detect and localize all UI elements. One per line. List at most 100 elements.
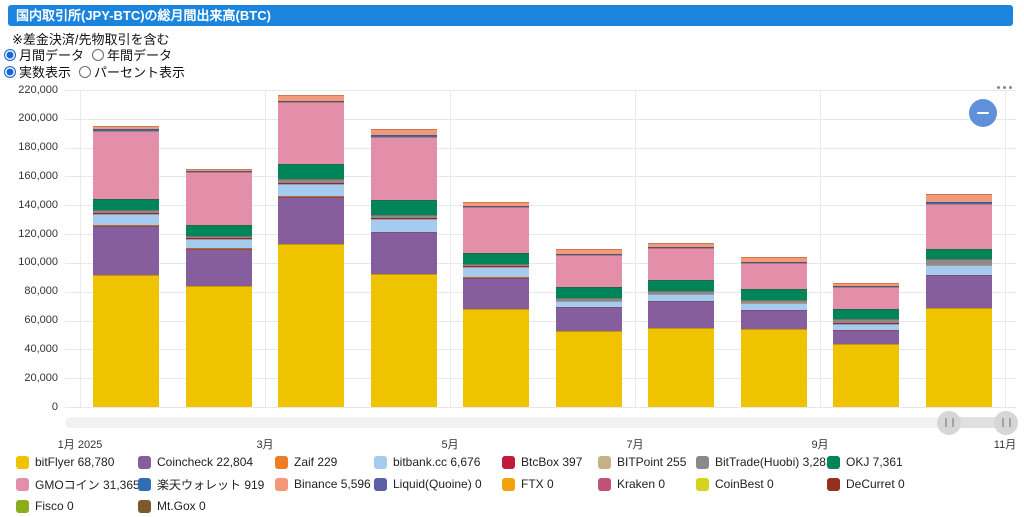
legend-item-BitTrade(Huobi)[interactable]: BitTrade(Huobi) 3,283 [696,451,827,473]
radio-yearly-data[interactable] [92,49,104,61]
bar-segment-gmo[interactable] [371,137,437,201]
bar-segment-bitbank[interactable] [186,239,252,248]
gridline [65,407,1016,408]
y-axis-tick-label: 120,000 [0,228,58,241]
radio-actual-values[interactable] [4,66,16,78]
more-options-button[interactable] [995,84,1014,91]
bar-segment-gmo[interactable] [463,207,529,253]
bar-segment-bitbank[interactable] [371,219,437,232]
bar-segment-bitflyer[interactable] [926,308,992,407]
bar-segment-gmo[interactable] [556,255,622,287]
bar-segment-coincheck[interactable] [741,310,807,329]
bar-segment-okj[interactable] [463,253,529,264]
legend-swatch [827,456,840,469]
radio-percent-values[interactable] [79,66,91,78]
bar-7月[interactable] [648,243,714,407]
radio-percent-values-label[interactable]: パーセント表示 [94,62,185,81]
bar-segment-okj[interactable] [186,225,252,236]
bar-segment-bitflyer[interactable] [278,244,344,407]
bar-segment-okj[interactable] [648,280,714,291]
bar-segment-coincheck[interactable] [556,307,622,331]
bar-segment-bitflyer[interactable] [371,274,437,407]
bar-2月[interactable] [186,169,252,407]
legend-item-BITPoint[interactable]: BITPoint 255 [598,451,696,473]
legend-item-BtcBox[interactable]: BtcBox 397 [502,451,598,473]
gridline [1005,90,1006,407]
bar-segment-bitbank[interactable] [93,214,159,225]
bar-segment-okj[interactable] [741,289,807,299]
legend-item-FTX[interactable]: FTX 0 [502,473,598,495]
bar-10月[interactable] [926,194,992,407]
range-end-handle[interactable] [994,411,1018,435]
zoom-out-button[interactable] [969,99,997,127]
range-start-handle[interactable] [937,411,961,435]
bar-segment-gmo[interactable] [186,172,252,225]
bar-segment-bitflyer[interactable] [93,275,159,407]
legend-item-楽天ウォレット[interactable]: 楽天ウォレット 919 [138,473,275,495]
bar-6月[interactable] [556,249,622,407]
legend-item-bitbank.cc[interactable]: bitbank.cc 6,676 [374,451,502,473]
legend-item-Binance[interactable]: Binance 5,596 [275,473,374,495]
legend-label: Liquid(Quoine) 0 [393,477,482,491]
bar-segment-gmo[interactable] [278,102,344,164]
bar-segment-coincheck[interactable] [278,197,344,244]
radio-monthly-data[interactable] [4,49,16,61]
bar-segment-bitbank[interactable] [926,265,992,275]
legend-item-Zaif[interactable]: Zaif 229 [275,451,374,473]
bar-segment-bitbank[interactable] [648,294,714,301]
bar-segment-bitflyer[interactable] [833,344,899,407]
bar-segment-bitflyer[interactable] [556,331,622,407]
bar-segment-coincheck[interactable] [648,301,714,328]
bar-segment-okj[interactable] [93,199,159,210]
bar-segment-coincheck[interactable] [463,278,529,310]
legend-item-Liquid(Quoine)[interactable]: Liquid(Quoine) 0 [374,473,502,495]
bar-segment-okj[interactable] [556,287,622,298]
radio-actual-values-label[interactable]: 実数表示 [19,62,71,81]
bar-segment-bitflyer[interactable] [741,329,807,407]
bar-8月[interactable] [741,257,807,407]
bar-segment-bitflyer[interactable] [463,309,529,407]
bar-3月[interactable] [278,95,344,407]
legend-item-CoinBest[interactable]: CoinBest 0 [696,473,827,495]
y-axis-tick-label: 60,000 [0,314,58,327]
bar-segment-coincheck[interactable] [926,275,992,308]
minus-icon [977,112,989,114]
y-axis-tick-label: 160,000 [0,170,58,183]
bar-segment-binance[interactable] [926,194,992,202]
bar-segment-gmo[interactable] [926,204,992,249]
time-range-slider-track[interactable] [65,417,1016,428]
bar-segment-coincheck[interactable] [371,232,437,274]
legend-label: DeCurret 0 [846,477,905,491]
bar-segment-gmo[interactable] [648,248,714,280]
bar-5月[interactable] [463,202,529,407]
bar-segment-gmo[interactable] [833,287,899,309]
legend-item-Coincheck[interactable]: Coincheck 22,804 [138,451,275,473]
bar-segment-bitflyer[interactable] [186,286,252,407]
bar-segment-coincheck[interactable] [93,226,159,276]
bar-segment-coincheck[interactable] [833,330,899,344]
legend-item-bitFlyer[interactable]: bitFlyer 68,780 [16,451,138,473]
bar-segment-bitflyer[interactable] [648,328,714,407]
bar-segment-bitbank[interactable] [463,267,529,278]
bar-segment-okj[interactable] [278,164,344,179]
legend-item-Kraken[interactable]: Kraken 0 [598,473,696,495]
bar-segment-gmo[interactable] [741,263,807,289]
bar-1月 2025[interactable] [93,126,159,407]
bar-9月[interactable] [833,283,899,407]
legend-item-DeCurret[interactable]: DeCurret 0 [827,473,1016,495]
y-axis-tick-label: 0 [0,401,58,414]
bar-segment-okj[interactable] [833,309,899,318]
bar-segment-coincheck[interactable] [186,249,252,286]
y-axis-tick-label: 140,000 [0,199,58,212]
legend-item-GMOコイン[interactable]: GMOコイン 31,365 [16,473,138,495]
bar-segment-okj[interactable] [371,200,437,215]
bar-segment-gmo[interactable] [93,131,159,199]
legend-label: OKJ 7,361 [846,455,903,469]
y-axis-tick-label: 40,000 [0,343,58,356]
y-axis-tick-label: 20,000 [0,372,58,385]
legend-item-OKJ[interactable]: OKJ 7,361 [827,451,1016,473]
bar-segment-bitbank[interactable] [278,184,344,196]
bar-segment-okj[interactable] [926,249,992,260]
bar-4月[interactable] [371,129,437,407]
bar-segment-bitbank[interactable] [741,303,807,310]
